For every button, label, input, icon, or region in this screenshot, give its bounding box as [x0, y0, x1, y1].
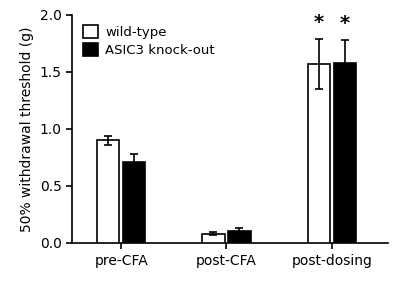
Y-axis label: 50% withdrawal threshold (g): 50% withdrawal threshold (g) — [20, 26, 34, 231]
Bar — [308, 64, 330, 243]
Bar — [202, 234, 225, 243]
Bar — [123, 162, 145, 243]
Text: *: * — [340, 14, 350, 33]
Legend: wild-type, ASIC3 knock-out: wild-type, ASIC3 knock-out — [78, 21, 218, 61]
Bar — [334, 63, 356, 243]
Text: *: * — [314, 13, 324, 32]
Bar — [228, 231, 251, 243]
Bar — [97, 140, 119, 243]
